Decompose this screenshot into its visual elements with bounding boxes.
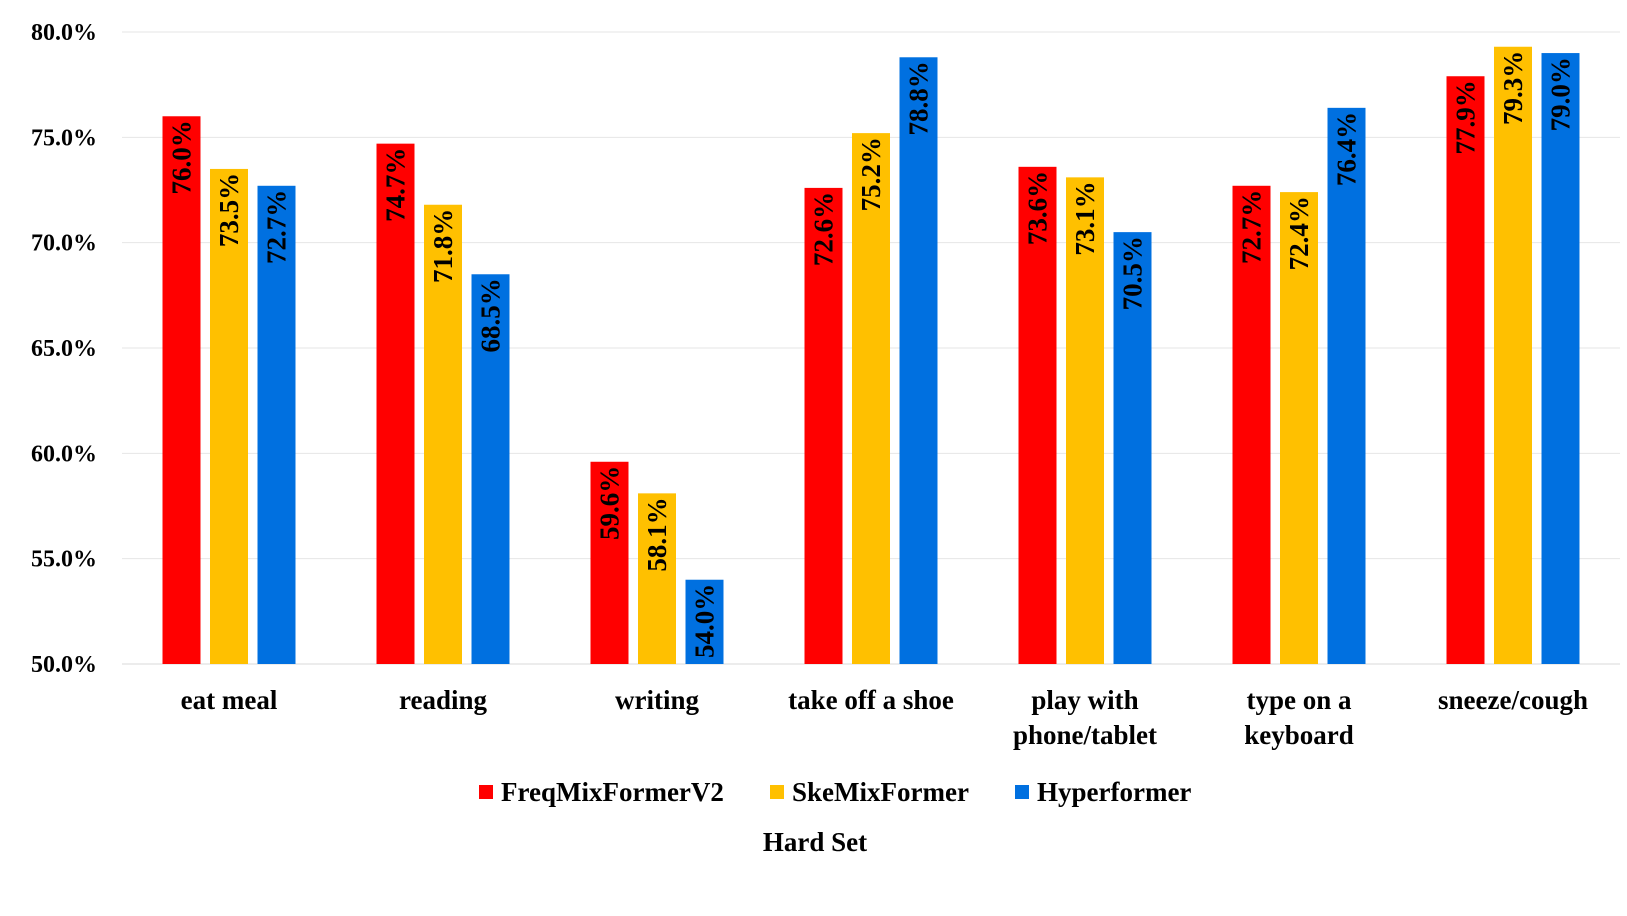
- data-label: 68.5%: [476, 278, 506, 352]
- data-label: 72.7%: [262, 190, 292, 264]
- bar-hyperformer: [685, 579, 724, 664]
- x-category-label: writing: [615, 685, 699, 715]
- x-category-label: sneeze/cough: [1438, 685, 1588, 715]
- data-label: 73.6%: [1023, 171, 1053, 245]
- legend-swatch: [1015, 785, 1029, 799]
- x-category-label: keyboard: [1244, 720, 1354, 750]
- x-category-label: type on a: [1246, 685, 1352, 715]
- data-label: 76.0%: [167, 120, 197, 194]
- y-tick-label: 65.0%: [31, 336, 97, 362]
- bar-skemixformer: [210, 168, 248, 664]
- data-label: 79.0%: [1546, 57, 1576, 131]
- data-label: 72.7%: [1237, 190, 1267, 264]
- x-category-label: reading: [399, 685, 488, 715]
- data-label: 76.4%: [1332, 112, 1362, 186]
- y-tick-label: 50.0%: [31, 652, 97, 678]
- data-label: 54.0%: [690, 584, 720, 658]
- data-label: 72.4%: [1284, 196, 1314, 270]
- y-tick-label: 55.0%: [31, 547, 97, 573]
- y-tick-label: 60.0%: [31, 441, 97, 467]
- data-labels: 76.0% 73.5% 72.7% 74.7% 71.8% 68.5% 59.6% 58.1%…: [167, 51, 1576, 658]
- data-label: 73.1%: [1070, 181, 1100, 255]
- bars: [162, 46, 1580, 665]
- x-category-label: play with: [1031, 685, 1138, 715]
- bar-freqmixformerv2: [1446, 76, 1485, 665]
- legend-swatch: [479, 785, 493, 799]
- x-category-label: take off a shoe: [788, 685, 954, 715]
- bar-hyperformer: [471, 274, 510, 664]
- y-tick-label: 75.0%: [31, 125, 97, 151]
- bar-hyperformer: [1327, 107, 1366, 665]
- bar-freqmixformerv2: [804, 187, 843, 665]
- data-label: 73.5%: [214, 173, 244, 247]
- bar-skemixformer: [1494, 46, 1532, 665]
- bar-freqmixformerv2: [590, 461, 629, 664]
- bar-freqmixformerv2: [1232, 185, 1271, 664]
- bar-skemixformer: [638, 493, 676, 664]
- data-label: 71.8%: [428, 209, 458, 283]
- data-label: 72.6%: [809, 192, 839, 266]
- data-label: 70.5%: [1118, 236, 1148, 310]
- data-label: 58.1%: [642, 497, 672, 571]
- y-axis-ticks: 50.0% 55.0% 60.0% 65.0% 70.0% 75.0% 80.0%: [31, 20, 97, 678]
- data-label: 75.2%: [856, 137, 886, 211]
- bar-freqmixformerv2: [162, 116, 201, 665]
- bar-skemixformer: [1280, 192, 1318, 664]
- bar-skemixformer: [852, 133, 890, 664]
- x-category-label: eat meal: [181, 685, 278, 715]
- bar-freqmixformerv2: [1018, 166, 1057, 664]
- bar-skemixformer: [424, 204, 462, 664]
- data-label: 79.3%: [1498, 51, 1528, 125]
- legend-label: FreqMixFormerV2: [501, 777, 724, 807]
- legend: FreqMixFormerV2 SkeMixFormer Hyperformer: [479, 777, 1191, 807]
- x-axis-title: Hard Set: [763, 827, 867, 857]
- bar-hyperformer: [1541, 53, 1580, 665]
- bar-hyperformer: [1113, 232, 1152, 664]
- bar-skemixformer: [1066, 177, 1104, 665]
- data-label: 78.8%: [904, 61, 934, 135]
- bar-hyperformer: [899, 57, 938, 664]
- category-labels: eat meal reading writing take off a shoe pla…: [181, 685, 1588, 750]
- x-category-label: phone/tablet: [1013, 720, 1157, 750]
- legend-label: Hyperformer: [1037, 777, 1191, 807]
- y-tick-label: 70.0%: [31, 231, 97, 257]
- bar-freqmixformerv2: [376, 143, 415, 665]
- legend-swatch: [770, 785, 784, 799]
- data-label: 59.6%: [595, 466, 625, 540]
- data-label: 77.9%: [1451, 80, 1481, 154]
- legend-label: SkeMixFormer: [792, 777, 969, 807]
- data-label: 74.7%: [381, 148, 411, 222]
- bar-hyperformer: [257, 185, 296, 664]
- y-tick-label: 80.0%: [31, 20, 97, 46]
